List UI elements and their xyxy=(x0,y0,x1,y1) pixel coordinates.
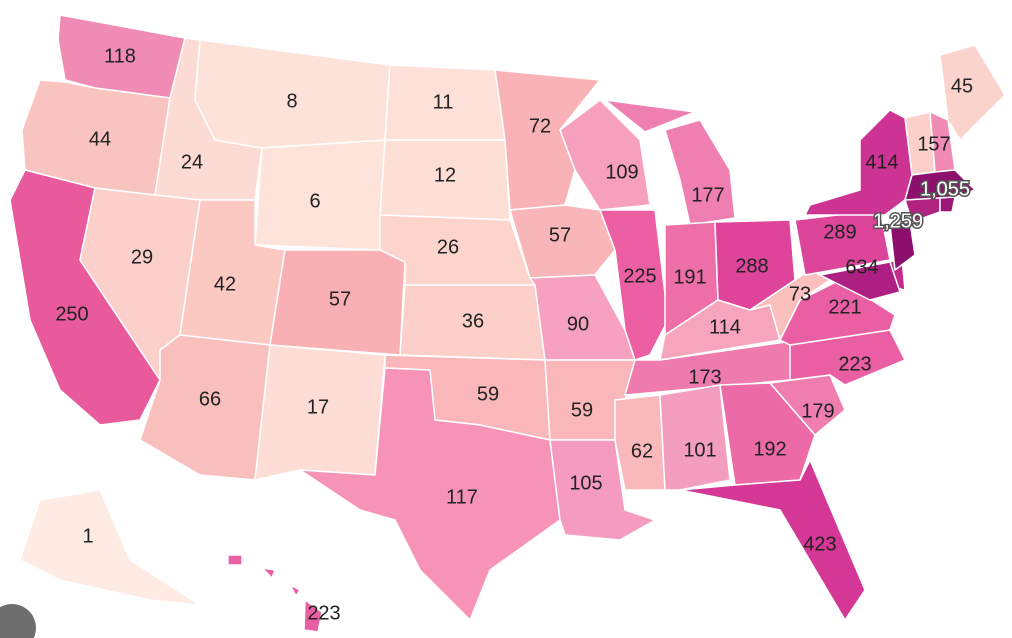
region xyxy=(939,44,1006,141)
region-label: 191 xyxy=(673,266,706,288)
region xyxy=(299,367,561,621)
region-label: 17 xyxy=(307,396,329,418)
region-label: 223 xyxy=(307,602,340,624)
region xyxy=(614,394,666,491)
region-label: 221 xyxy=(828,296,861,318)
region-label: 36 xyxy=(462,310,484,332)
region xyxy=(559,99,651,211)
region-label: 90 xyxy=(567,313,589,335)
region xyxy=(819,261,901,301)
region-label: 8 xyxy=(286,90,297,112)
region-label: 24 xyxy=(181,151,203,173)
region-label: 118 xyxy=(104,45,136,67)
region-label: 73 xyxy=(789,283,811,305)
region-label: 105 xyxy=(569,472,602,494)
region xyxy=(494,69,601,211)
region-label: 414 xyxy=(865,151,898,173)
region-label: 57 xyxy=(549,224,571,246)
region-label: 44 xyxy=(89,128,111,150)
region-label: 109 xyxy=(605,161,638,183)
region xyxy=(749,269,831,341)
region-label: 157 xyxy=(917,133,950,155)
region-label: 66 xyxy=(199,388,221,410)
region xyxy=(269,249,406,356)
region-label: 26 xyxy=(437,236,459,258)
region xyxy=(679,459,866,621)
region-label: 1 xyxy=(82,525,93,547)
region-label: 117 xyxy=(446,486,478,508)
region-label: 423 xyxy=(803,533,836,555)
region-label: 1,259 xyxy=(873,210,923,232)
region xyxy=(19,489,201,606)
corner-icon[interactable] xyxy=(0,604,36,638)
region xyxy=(604,99,736,226)
region-label: 42 xyxy=(214,273,236,295)
region-label: 179 xyxy=(801,400,834,422)
labels: 118 44 250 24 29 8 6 42 66 57 17 11 12 26 36 59 117 72 57 9… xyxy=(55,45,973,624)
region-label: 59 xyxy=(477,383,499,405)
region-label: 250 xyxy=(55,303,88,325)
region-label: 223 xyxy=(838,353,871,375)
region-label: 72 xyxy=(529,115,551,137)
region-label: 59 xyxy=(571,399,593,421)
region xyxy=(904,169,976,201)
region xyxy=(659,384,731,491)
region-label: 289 xyxy=(823,221,856,243)
region-label: 225 xyxy=(623,265,656,287)
region-label: 114 xyxy=(709,316,741,338)
region-label: 192 xyxy=(753,438,786,460)
region-label: 57 xyxy=(329,288,351,310)
region-label: 101 xyxy=(683,439,716,461)
region-label: 62 xyxy=(631,440,653,462)
region xyxy=(889,221,916,271)
region-label: 288 xyxy=(735,255,768,277)
region-label: 12 xyxy=(434,164,456,186)
region-label: 177 xyxy=(691,184,724,206)
region-label: 634 xyxy=(845,256,878,278)
region-label: 6 xyxy=(309,190,320,212)
region xyxy=(804,109,913,216)
region-label: 11 xyxy=(433,91,454,113)
region-label: 173 xyxy=(688,366,721,388)
region xyxy=(227,554,323,633)
region xyxy=(599,209,669,361)
region-label: 1,055 xyxy=(920,178,970,200)
region-label: 29 xyxy=(131,246,153,268)
region-label: 45 xyxy=(951,75,973,97)
regions xyxy=(9,14,1006,633)
